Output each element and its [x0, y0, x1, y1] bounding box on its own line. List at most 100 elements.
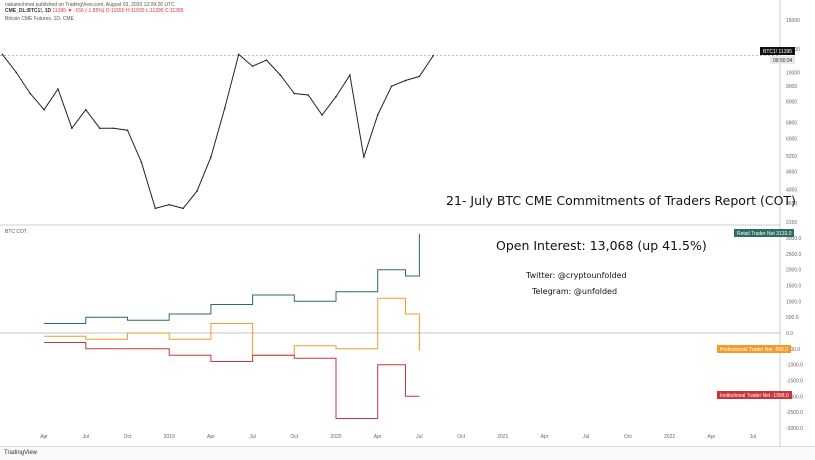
x-tick-label: Oct	[624, 434, 632, 440]
cot-panel-label: BTC COT	[5, 229, 27, 235]
price-point	[418, 75, 421, 78]
price-point	[1, 53, 4, 56]
price-point	[335, 95, 337, 98]
institutional-tag: Institutional Trader Net -1998.0	[717, 391, 792, 399]
price-point	[126, 129, 129, 132]
price-point	[376, 114, 379, 116]
price-point	[168, 203, 170, 206]
price-point	[15, 71, 18, 74]
price-tick-label: 15000	[786, 18, 800, 24]
price-point	[404, 79, 407, 82]
x-tick-label: Oct	[290, 434, 298, 440]
quote-label: 11395 ▼ -155 (-1.85%)	[52, 8, 105, 14]
price-point	[349, 74, 351, 76]
price-tick-label: 6000	[786, 137, 797, 143]
price-point	[265, 59, 268, 61]
x-tick-label: Oct	[124, 434, 132, 440]
x-tick-label: 2020	[330, 434, 341, 440]
price-point	[57, 88, 59, 90]
retail-series-line	[44, 233, 420, 324]
cot-tick-label: 1000.0	[786, 299, 802, 305]
price-point	[112, 127, 115, 130]
cot-series	[44, 233, 420, 419]
cot-tick-label: 3000.0	[786, 236, 802, 242]
price-series	[1, 53, 435, 210]
cot-tick-label: 500.0	[786, 315, 799, 321]
price-line	[2, 53, 434, 210]
price-tick-label: 6800	[786, 120, 797, 126]
price-point	[84, 108, 87, 111]
price-tick-label: 3150	[786, 220, 797, 226]
institutional-series-line	[44, 342, 420, 419]
price-point	[210, 156, 212, 158]
price-point	[293, 92, 296, 95]
cot-tick-label: 2500.0	[786, 252, 802, 258]
price-point	[251, 65, 254, 67]
cot-tick-label: -500.0	[786, 347, 800, 353]
cot-tick-label: 2000.0	[786, 268, 802, 274]
price-panel-label: Bitcoin CME Futures, 1D, CME	[5, 16, 74, 22]
price-point	[140, 161, 143, 163]
price-point	[98, 127, 101, 130]
ohlc-label: O:11550 H:11635 L:11395 C:11395	[105, 8, 184, 14]
open-interest-label: Open Interest: 13,068 (up 41.5%)	[496, 238, 707, 253]
price-point	[43, 108, 45, 111]
cot-tick-label: 0.0	[786, 331, 793, 337]
x-tick-label: Jul	[750, 434, 756, 440]
price-tick-label: 9000	[786, 84, 797, 90]
time-x-axis: Apr Jul Oct 2019 Apr Jul Oct 2020 Apr Jul Oct 2021 A…	[40, 434, 756, 440]
price-point	[154, 207, 157, 210]
cot-tick-label: -3000.0	[786, 426, 803, 432]
twitter-label: Twitter: @cryptounfolded	[526, 271, 627, 280]
cot-tick-label: -2500.0	[786, 410, 803, 416]
price-point	[390, 85, 393, 87]
price-point	[71, 127, 73, 130]
tradingview-logo[interactable]: TradingView	[4, 450, 38, 456]
telegram-label: Telegram: @unfolded	[532, 287, 618, 296]
x-tick-label: Jul	[83, 434, 89, 440]
time-tag: 09:50:34	[770, 56, 796, 64]
x-tick-label: 2019	[164, 434, 175, 440]
price-last-tag: BTC1! 11395	[760, 47, 796, 55]
publish-info: nabamohmat published on TradingView.com,…	[5, 2, 175, 8]
price-point	[196, 190, 198, 192]
price-point	[321, 114, 323, 116]
cot-tick-label: 1500.0	[786, 284, 802, 290]
price-point	[307, 94, 309, 96]
x-tick-label: Apr	[541, 434, 549, 440]
chart-canvas[interactable]: 3150 3650 4050 4650 5250 6000 6800 8000 9000 1000…	[0, 0, 815, 446]
cot-y-axis: 3000.0 2500.0 2000.0 1500.0 1000.0 500.0 0.0 -5…	[786, 236, 803, 432]
price-tick-label: 8000	[786, 99, 797, 105]
price-point	[29, 92, 31, 95]
price-point	[223, 107, 226, 109]
x-tick-label: Oct	[457, 434, 465, 440]
professional-tag: Professional Trader Net -555.0	[717, 345, 792, 353]
price-tick-label: 4650	[786, 170, 797, 176]
x-tick-label: Jul	[416, 434, 422, 440]
cot-tick-label: -1500.0	[786, 379, 803, 385]
symbol-label: CME_DL:BTC1!, 1D	[5, 8, 52, 14]
x-tick-label: Jul	[249, 434, 255, 440]
price-point	[362, 156, 365, 158]
professional-series-line	[44, 297, 420, 356]
x-tick-label: Jul	[583, 434, 589, 440]
x-tick-label: Apr	[707, 434, 715, 440]
x-tick-label: 2022	[664, 434, 675, 440]
cot-tick-label: -1000.0	[786, 363, 803, 369]
x-tick-label: 2021	[497, 434, 508, 440]
price-tick-label: 4050	[786, 187, 797, 193]
chart-title: 21- July BTC CME Commitments of Traders …	[446, 193, 796, 208]
x-tick-label: Apr	[40, 434, 48, 440]
x-tick-label: Apr	[207, 434, 215, 440]
retail-tag: Retail Trader Net 3133.0	[734, 229, 795, 237]
price-point	[432, 54, 435, 57]
price-tick-label: 10000	[786, 70, 800, 76]
price-point	[182, 207, 184, 210]
cot-tick-label: -2000.0	[786, 394, 803, 400]
symbol-info: CME_DL:BTC1!, 1D 11395 ▼ -155 (-1.85%) O…	[5, 8, 184, 14]
x-tick-label: Apr	[374, 434, 382, 440]
price-point	[237, 53, 240, 56]
price-point	[279, 74, 282, 76]
price-tick-label: 3650	[786, 201, 797, 207]
price-tick-label: 5250	[786, 154, 797, 160]
